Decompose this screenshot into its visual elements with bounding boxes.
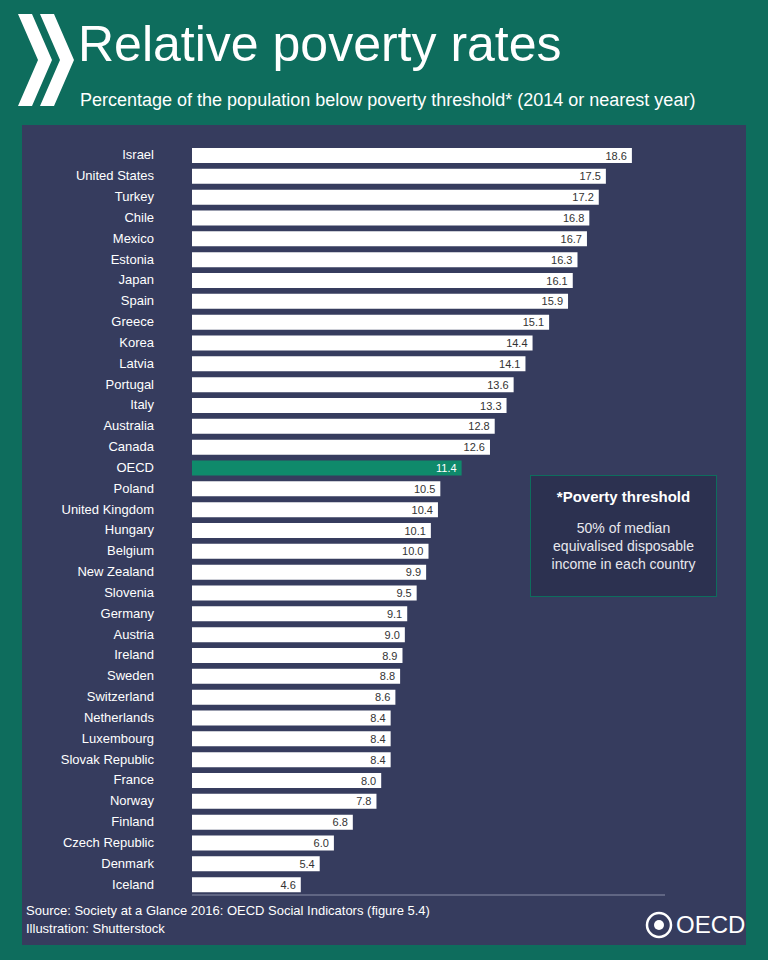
- svg-text:14.4: 14.4: [506, 337, 527, 349]
- svg-text:9.1: 9.1: [387, 608, 402, 620]
- svg-text:16.3: 16.3: [551, 254, 572, 266]
- svg-text:Czech Republic: Czech Republic: [63, 835, 155, 850]
- svg-text:United Kingdom: United Kingdom: [62, 502, 155, 517]
- svg-text:8.4: 8.4: [370, 733, 385, 745]
- svg-text:Poland: Poland: [114, 481, 154, 496]
- svg-text:16.1: 16.1: [546, 275, 567, 287]
- svg-text:10.1: 10.1: [404, 525, 425, 537]
- svg-text:7.8: 7.8: [356, 795, 371, 807]
- svg-text:Korea: Korea: [119, 335, 154, 350]
- svg-text:17.2: 17.2: [572, 191, 593, 203]
- svg-text:6.0: 6.0: [314, 837, 329, 849]
- svg-text:13.3: 13.3: [480, 400, 501, 412]
- svg-text:6.8: 6.8: [333, 816, 348, 828]
- svg-text:12.8: 12.8: [468, 420, 489, 432]
- svg-text:15.1: 15.1: [523, 316, 544, 328]
- svg-text:16.7: 16.7: [561, 233, 582, 245]
- svg-text:8.4: 8.4: [370, 754, 385, 766]
- svg-text:OECD: OECD: [116, 460, 154, 475]
- svg-text:Denmark: Denmark: [101, 856, 154, 871]
- svg-text:France: France: [114, 772, 154, 787]
- svg-text:Switzerland: Switzerland: [87, 689, 154, 704]
- svg-text:United States: United States: [76, 168, 155, 183]
- svg-text:9.5: 9.5: [396, 587, 411, 599]
- svg-text:11.4: 11.4: [436, 462, 457, 474]
- svg-text:8.8: 8.8: [380, 670, 395, 682]
- svg-text:Spain: Spain: [121, 293, 154, 308]
- svg-text:Belgium: Belgium: [107, 543, 154, 558]
- svg-text:Greece: Greece: [111, 314, 154, 329]
- svg-text:8.0: 8.0: [361, 775, 376, 787]
- html-text:*Poverty threshold: *Poverty threshold: [556, 488, 691, 505]
- svg-text:12.6: 12.6: [464, 441, 485, 453]
- svg-text:10.5: 10.5: [414, 483, 435, 495]
- svg-text:Netherlands: Netherlands: [84, 710, 155, 725]
- svg-text:Ireland: Ireland: [114, 647, 154, 662]
- svg-text:17.5: 17.5: [579, 170, 600, 182]
- svg-text:Slovenia: Slovenia: [104, 585, 155, 600]
- svg-text:15.9: 15.9: [542, 295, 563, 307]
- svg-text:Austria: Austria: [114, 627, 155, 642]
- svg-text:New Zealand: New Zealand: [77, 564, 154, 579]
- svg-text:Slovak Republic: Slovak Republic: [61, 752, 155, 767]
- svg-text:8.9: 8.9: [382, 650, 397, 662]
- svg-text:9.9: 9.9: [406, 566, 421, 578]
- svg-text:Chile: Chile: [124, 210, 154, 225]
- html-text:OECD: OECD: [676, 911, 746, 938]
- svg-text:Finland: Finland: [111, 814, 154, 829]
- svg-text:14.1: 14.1: [499, 358, 520, 370]
- svg-text:Norway: Norway: [110, 793, 155, 808]
- svg-text:9.0: 9.0: [385, 629, 400, 641]
- svg-text:13.6: 13.6: [487, 379, 508, 391]
- svg-text:10.0: 10.0: [402, 545, 423, 557]
- svg-text:Australia: Australia: [103, 418, 154, 433]
- svg-text:Hungary: Hungary: [105, 522, 155, 537]
- svg-text:18.6: 18.6: [605, 150, 626, 162]
- svg-text:Japan: Japan: [119, 272, 154, 287]
- svg-text:5.4: 5.4: [299, 858, 314, 870]
- html-text:50% of median equivalised disp: 50% of median equivalised disposable inc…: [551, 520, 696, 572]
- svg-text:Estonia: Estonia: [111, 252, 155, 267]
- svg-text:Germany: Germany: [101, 606, 155, 621]
- svg-text:Turkey: Turkey: [115, 189, 155, 204]
- svg-text:8.6: 8.6: [375, 691, 390, 703]
- svg-text:Italy: Italy: [130, 397, 154, 412]
- svg-text:10.4: 10.4: [412, 504, 433, 516]
- html-text:Relative poverty rates: Relative poverty rates: [78, 16, 562, 72]
- svg-text:Latvia: Latvia: [119, 356, 154, 371]
- svg-text:4.6: 4.6: [280, 879, 295, 891]
- html-text:Illustration: Shutterstock: Illustration: Shutterstock: [26, 921, 165, 936]
- svg-text:Sweden: Sweden: [107, 668, 154, 683]
- svg-text:16.8: 16.8: [563, 212, 584, 224]
- svg-text:Mexico: Mexico: [113, 231, 154, 246]
- svg-text:Iceland: Iceland: [112, 877, 154, 892]
- svg-text:8.4: 8.4: [370, 712, 385, 724]
- svg-text:Israel: Israel: [122, 147, 154, 162]
- html-text:Source: Society at a Glance 20: Source: Society at a Glance 2016: OECD S…: [26, 903, 430, 918]
- html-text:Percentage of the population b: Percentage of the population below pover…: [80, 90, 696, 110]
- svg-text:Luxembourg: Luxembourg: [82, 731, 154, 746]
- svg-text:Portugal: Portugal: [106, 377, 155, 392]
- svg-text:Canada: Canada: [108, 439, 154, 454]
